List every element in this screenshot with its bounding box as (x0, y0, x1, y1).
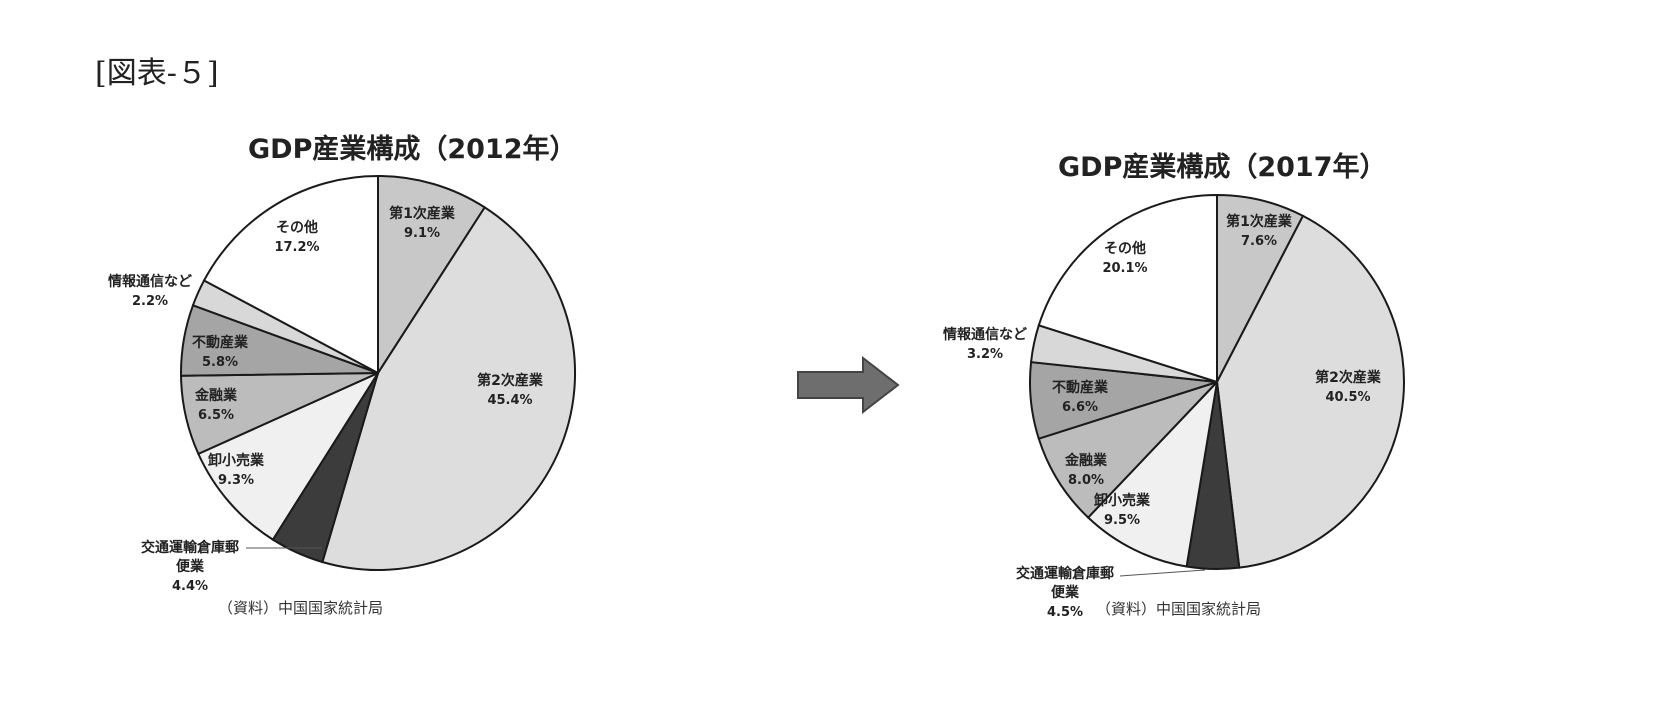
pie-slice-1 (377, 174, 487, 377)
right-arrow-icon (795, 355, 905, 419)
slice-value-label: 20.1% (1102, 261, 1147, 276)
slice-label: 交通運輸倉庫郵 (1016, 565, 1114, 582)
slice-value-label: 9.1% (404, 226, 440, 241)
slice-label: 第1次産業 (389, 205, 456, 222)
slice-value-label: 3.2% (967, 347, 1003, 362)
chart-title: GDP産業構成（2017年） (1058, 152, 1387, 183)
pie-slice-5 (1037, 381, 1218, 519)
slice-value-label: 9.5% (1104, 513, 1140, 528)
slice-label: 交通運輸倉庫郵 (141, 539, 239, 556)
pie-slice-2 (321, 206, 577, 572)
pie-slice-4 (1086, 378, 1219, 568)
slice-value-label: 9.3% (218, 473, 254, 488)
pie-slice-2 (1215, 214, 1405, 569)
slice-label: 不動産業 (1052, 379, 1109, 396)
slice-label: 第2次産業 (1315, 369, 1382, 386)
slice-value-label: 17.2% (274, 240, 319, 255)
slice-label: 卸小売業 (208, 452, 265, 469)
slice-value-label: 40.5% (1325, 390, 1370, 405)
slice-label: 情報通信など (108, 273, 192, 290)
slice-value-label: 7.6% (1241, 234, 1277, 249)
slice-label: 第2次産業 (477, 372, 544, 389)
pie-slice-3 (1185, 381, 1241, 570)
slice-label: その他 (276, 219, 318, 236)
slice-label: 金融業 (1064, 452, 1108, 469)
slice-value-label: 8.0% (1068, 473, 1104, 488)
slice-value-label: 6.5% (198, 408, 234, 423)
pie-chart-2012: GDP産業構成（2012年） 第1次産業 9.1% 第2次産業 45.4% 交通運輸倉庫… (0, 0, 830, 726)
slice-label: 便業 (176, 558, 205, 575)
slice-value-label: 6.6% (1062, 400, 1098, 415)
slice-label: 便業 (1051, 584, 1080, 601)
chart-title: GDP産業構成（2012年） (248, 134, 577, 165)
slice-value-label: 2.2% (132, 294, 168, 309)
slice-value-label: 5.8% (202, 355, 238, 370)
slice-label: 情報通信など (943, 326, 1027, 343)
slice-value-label: 4.4% (172, 579, 208, 594)
slice-label: 金融業 (194, 387, 238, 404)
slice-label: 第1次産業 (1226, 213, 1293, 230)
pie-slice-7 (1029, 324, 1218, 383)
slice-label: その他 (1104, 240, 1146, 257)
slice-label: 不動産業 (192, 334, 249, 351)
slice-value-label: 45.4% (487, 393, 532, 408)
leader-line (1119, 569, 1206, 577)
pie-slice-1 (1216, 193, 1305, 383)
pie-slice-8 (202, 174, 379, 375)
figure-label: [図表-５] (95, 56, 219, 91)
source-note: （資料）中国国家統計局 (218, 599, 384, 617)
pie-slice-6 (1029, 360, 1218, 440)
slice-value-label: 4.5% (1047, 605, 1083, 620)
pie-slice-4 (197, 370, 381, 541)
slice-label: 卸小売業 (1094, 492, 1151, 509)
pie-slice-8 (1037, 193, 1218, 384)
source-note: （資料）中国国家統計局 (1096, 600, 1262, 618)
